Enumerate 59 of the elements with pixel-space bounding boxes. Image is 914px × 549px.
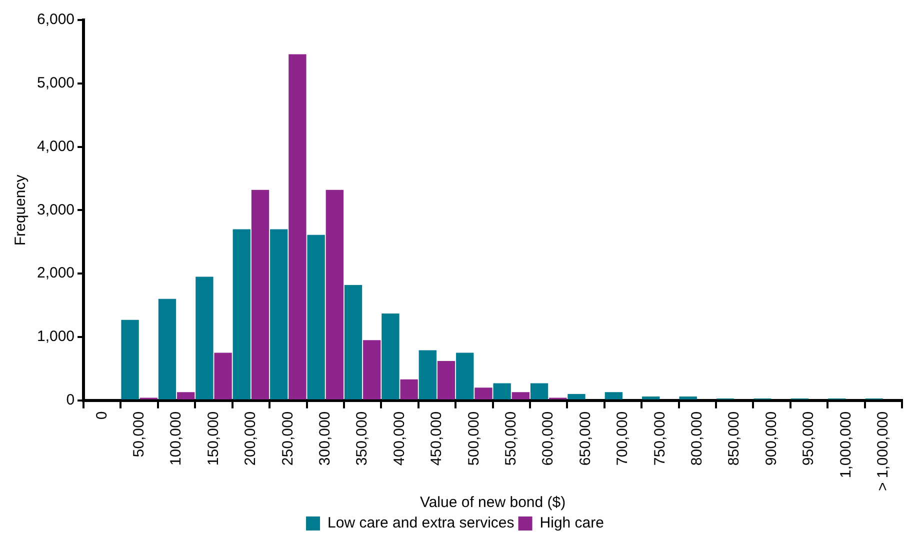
y-tick-label: 3,000 <box>36 201 75 218</box>
x-tick-label: 600,000 <box>540 411 557 466</box>
bar <box>326 190 344 400</box>
y-tick-label: 6,000 <box>36 11 75 28</box>
x-tick-label: 150,000 <box>204 411 222 466</box>
y-tick-label: 2,000 <box>36 264 75 282</box>
bar <box>177 392 195 400</box>
bar <box>232 229 250 400</box>
x-tick-label: 50,000 <box>130 411 148 458</box>
bar <box>474 388 492 400</box>
x-tick-label: 350,000 <box>354 411 371 466</box>
y-tick-label: 1,000 <box>36 328 75 346</box>
y-axis-title: Frequency <box>12 174 30 246</box>
x-tick-label: 400,000 <box>390 411 408 466</box>
y-tick-label: 4,000 <box>36 138 75 155</box>
x-tick-label: 200,000 <box>242 411 260 466</box>
bar <box>418 350 436 400</box>
x-tick-label: 500,000 <box>465 411 482 466</box>
legend-label: Low care and extra services <box>328 514 514 532</box>
x-tick-label: > 1,000,000 <box>874 411 892 492</box>
bar <box>196 276 214 400</box>
bar <box>158 298 176 400</box>
x-tick-label: 0 <box>93 411 110 420</box>
bar <box>437 361 456 400</box>
legend-label: High care <box>540 514 604 532</box>
y-tick-label: 5,000 <box>36 74 75 92</box>
bar <box>251 190 270 400</box>
x-tick-label: 650,000 <box>576 411 594 466</box>
x-tick-label: 750,000 <box>651 411 668 466</box>
x-tick-label: 1,000,000 <box>837 411 854 478</box>
bar <box>382 313 400 400</box>
bar <box>456 352 474 400</box>
x-tick-label: 550,000 <box>502 411 520 466</box>
bar <box>642 396 660 400</box>
bar <box>679 396 697 400</box>
bar <box>121 320 139 400</box>
x-tick-label: 800,000 <box>688 411 706 466</box>
x-tick-label: 250,000 <box>279 411 296 466</box>
bar <box>344 284 362 400</box>
bar <box>568 394 586 400</box>
bar <box>288 54 306 400</box>
x-tick-label: 100,000 <box>168 411 185 466</box>
y-tick-label: 0 <box>66 391 75 408</box>
bar <box>307 234 325 400</box>
bar <box>400 379 418 400</box>
x-tick-label: 850,000 <box>726 411 743 466</box>
x-axis-title: Value of new bond ($) <box>420 494 566 512</box>
bar <box>270 229 288 400</box>
bar <box>493 383 511 400</box>
x-tick-label: 700,000 <box>614 411 632 466</box>
bar <box>214 352 232 400</box>
bar <box>604 392 623 400</box>
x-tick-label: 900,000 <box>762 411 780 466</box>
bar <box>530 383 548 400</box>
bar <box>363 340 381 400</box>
bar <box>512 392 530 400</box>
x-tick-label: 950,000 <box>800 411 818 466</box>
x-tick-label: 450,000 <box>428 411 446 466</box>
x-tick-label: 300,000 <box>316 411 334 466</box>
